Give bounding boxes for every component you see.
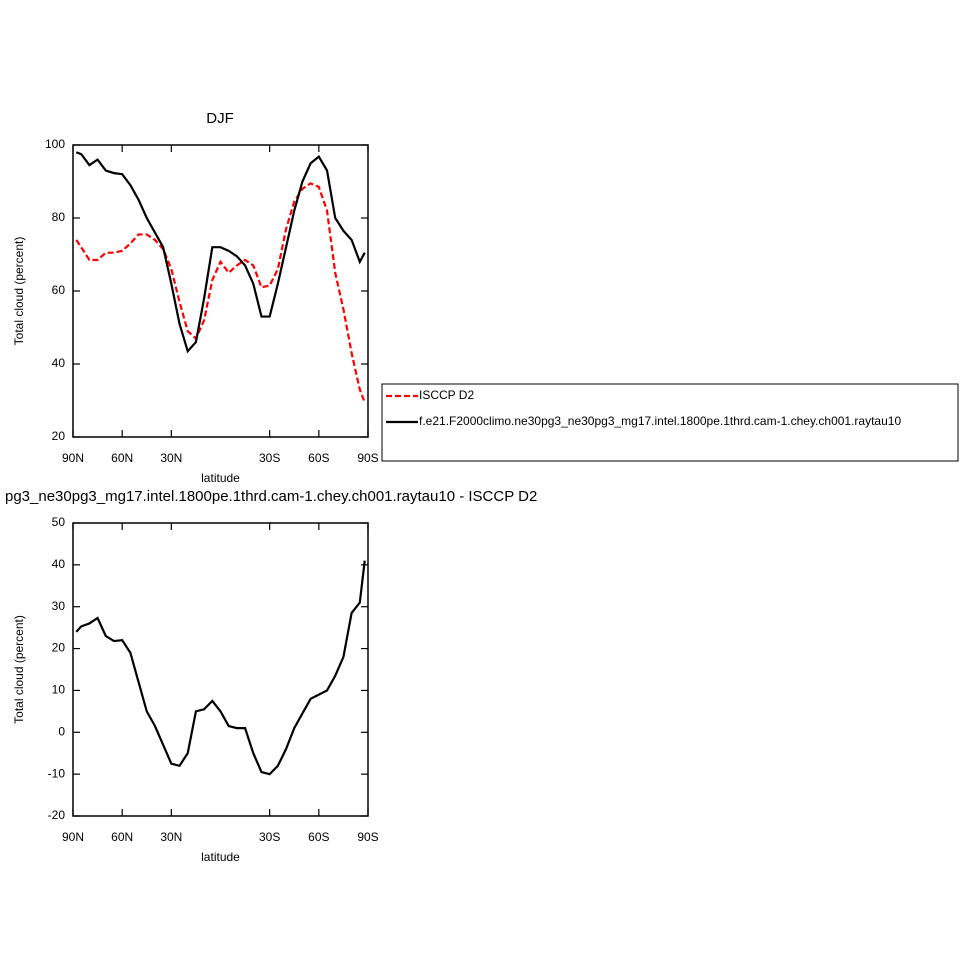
y-tick-label: 40 — [52, 356, 66, 370]
y-tick-label: -20 — [48, 808, 66, 822]
x-tick-label: 60N — [111, 451, 133, 465]
chart-title: DJF — [206, 110, 234, 127]
x-tick-label: 60N — [111, 830, 133, 844]
x-tick-label: 30S — [259, 830, 280, 844]
y-tick-label: 0 — [58, 724, 65, 738]
chart-title: pg3_ne30pg3_mg17.intel.1800pe.1thrd.cam-… — [5, 488, 537, 505]
x-axis-label: latitude — [201, 850, 240, 864]
y-axis-label: Total cloud (percent) — [12, 237, 26, 346]
legend-label: f.e21.F2000climo.ne30pg3_ne30pg3_mg17.in… — [419, 414, 901, 428]
legend-label: ISCCP D2 — [419, 388, 474, 402]
legend-box — [381, 383, 959, 462]
y-tick-label: 20 — [52, 641, 66, 655]
y-tick-label: -10 — [48, 766, 66, 780]
x-tick-label: 90S — [357, 451, 378, 465]
x-tick-label: 90N — [62, 451, 84, 465]
y-tick-label: 60 — [52, 283, 66, 297]
y-axis-label: Total cloud (percent) — [12, 615, 26, 724]
plot-frame — [72, 522, 369, 817]
data-line — [75, 560, 366, 776]
y-tick-label: 10 — [52, 683, 66, 697]
x-tick-label: 30S — [259, 451, 280, 465]
x-tick-label: 90S — [357, 830, 378, 844]
data-line — [75, 182, 366, 403]
x-tick-label: 90N — [62, 830, 84, 844]
x-axis-label: latitude — [201, 471, 240, 485]
y-tick-label: 40 — [52, 557, 66, 571]
y-tick-label: 80 — [52, 210, 66, 224]
y-tick-label: 100 — [45, 137, 65, 151]
y-tick-label: 50 — [52, 515, 66, 529]
data-line — [75, 151, 366, 354]
plot-frame — [72, 144, 369, 438]
x-tick-label: 60S — [308, 830, 329, 844]
x-tick-label: 30N — [160, 451, 182, 465]
y-tick-label: 30 — [52, 599, 66, 613]
x-tick-label: 60S — [308, 451, 329, 465]
y-tick-label: 20 — [52, 429, 66, 443]
x-tick-label: 30N — [160, 830, 182, 844]
